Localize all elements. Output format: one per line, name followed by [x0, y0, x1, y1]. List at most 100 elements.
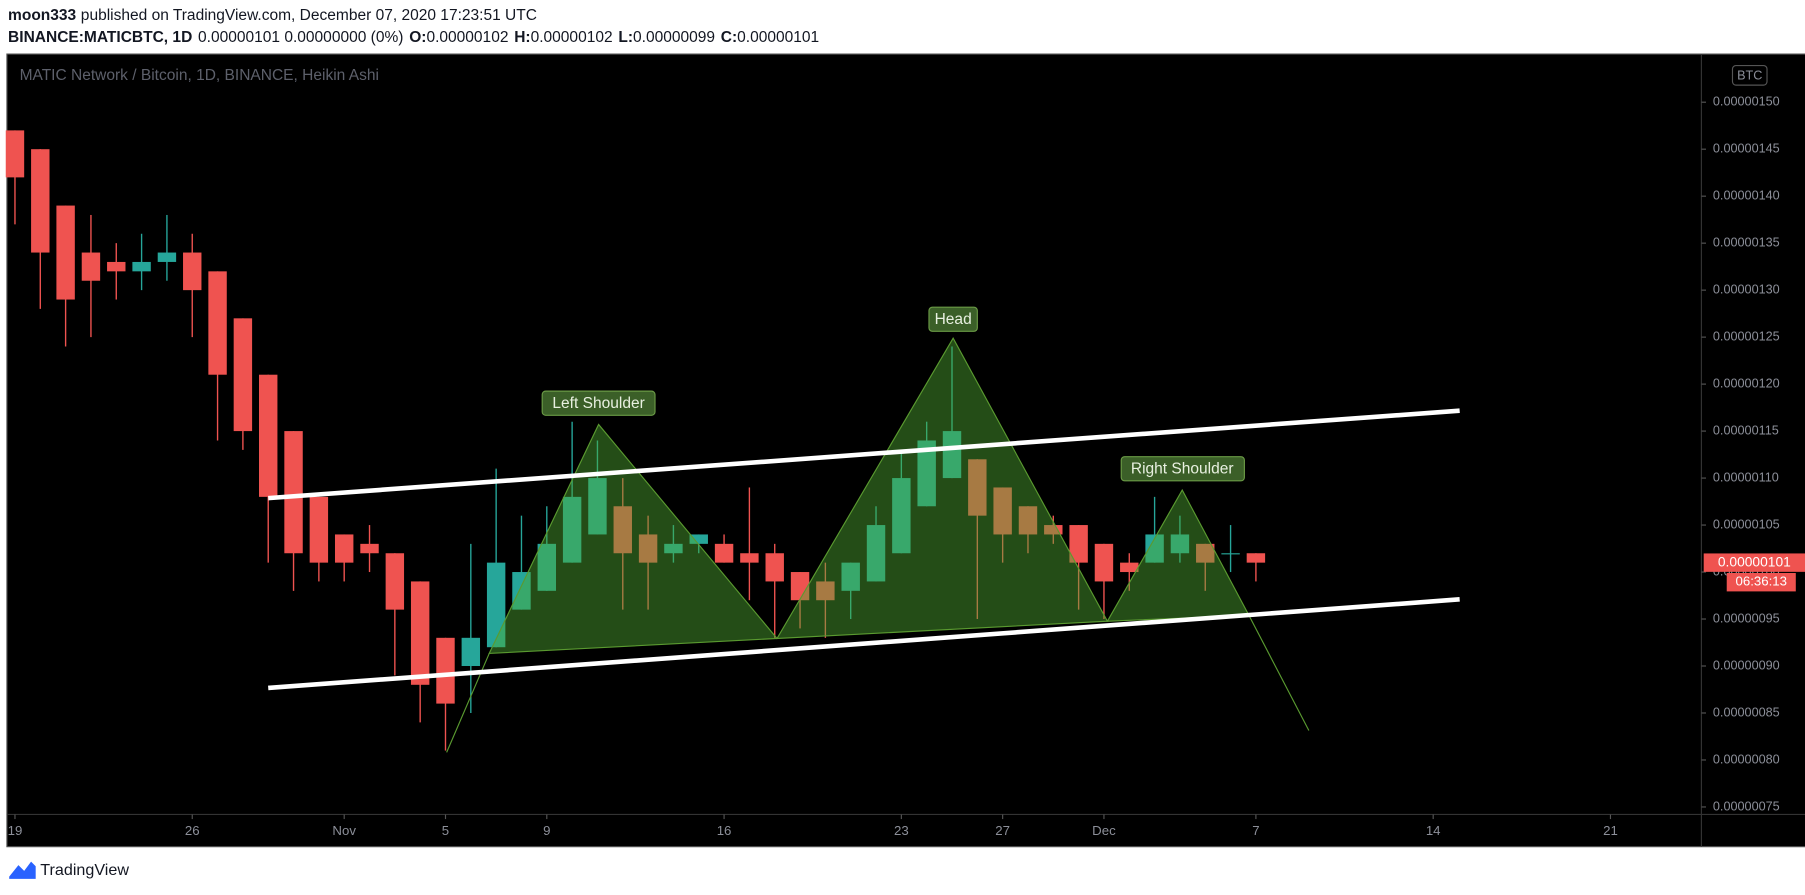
y-tick-label: 0.00000110	[1713, 470, 1779, 484]
candle-body	[157, 252, 177, 262]
x-tick-label: 23	[894, 823, 909, 838]
annotation: Left Shoulder	[552, 395, 644, 412]
published: published on TradingView.com, December 0…	[81, 7, 537, 24]
candle-body	[638, 534, 658, 563]
candle-body	[866, 525, 886, 582]
ohlc-key: H:	[514, 29, 530, 46]
candle-body	[132, 261, 151, 272]
candle-body	[5, 130, 25, 178]
y-tick-label: 0.00000125	[1713, 329, 1780, 343]
candle-body	[588, 478, 607, 535]
candle-body	[334, 534, 354, 563]
candle-body	[689, 534, 708, 544]
x-tick-label: 14	[1426, 823, 1441, 838]
candle-body	[486, 562, 506, 648]
candle-body	[841, 562, 860, 591]
candle-body	[284, 431, 303, 554]
pattern-line	[1248, 615, 1310, 731]
x-tick-label: Nov	[332, 823, 356, 838]
y-tick-label: 0.00000120	[1713, 376, 1780, 390]
candle-body	[1069, 525, 1088, 563]
candle-body	[309, 496, 329, 563]
y-tick-label: 0.00000140	[1713, 189, 1780, 203]
y-tick-label: 0.00000105	[1713, 517, 1780, 531]
x-tick-label: Dec	[1092, 823, 1116, 838]
symbol-line: BINANCE:MATICBTC, 1D 0.00000101 0.0000000…	[8, 29, 819, 46]
left-shoulder-area	[488, 423, 779, 655]
x-tick-label: 9	[543, 823, 550, 838]
candle-body	[56, 205, 75, 300]
candle-body	[410, 581, 430, 685]
candle-body	[436, 637, 455, 704]
candles	[5, 130, 1266, 751]
ohlc-value: 0.00000102	[531, 29, 613, 46]
y-tick-label: 0.00000095	[1713, 611, 1780, 625]
candle-body	[714, 543, 734, 563]
y-tick-label: 0.00000115	[1713, 423, 1779, 437]
candle-body	[790, 572, 810, 601]
x-tick-label: 19	[8, 823, 23, 838]
y-tick-label: 0.00000085	[1713, 705, 1780, 719]
lower-trend-line	[268, 597, 1460, 691]
candle-body	[1094, 543, 1114, 582]
publish-line: moon333 published on TradingView.com, Dec…	[8, 7, 537, 24]
candle-body	[1221, 553, 1240, 555]
y-tick-label: 0.00000090	[1713, 658, 1780, 672]
candle-body	[993, 487, 1012, 535]
annotation-box	[541, 390, 656, 416]
ohlc-key: L:	[618, 29, 633, 46]
candle-body	[81, 252, 101, 281]
candle-body	[1044, 525, 1063, 535]
logo: TradingView	[9, 861, 129, 879]
annotation: Head	[935, 311, 972, 328]
logo-icon	[9, 861, 36, 879]
currency-box	[1731, 64, 1768, 86]
candle-body	[1196, 543, 1215, 563]
x-tick-label: 16	[717, 823, 732, 838]
y-tick-label: 0.00000075	[1713, 799, 1780, 813]
x-tick-label: 5	[442, 823, 449, 838]
ohlc-value: 0.00000102	[426, 29, 508, 46]
annotation: Right Shoulder	[1131, 460, 1234, 477]
candle-body	[562, 496, 582, 563]
candle-body	[385, 553, 405, 610]
head-and-shoulders	[446, 337, 1310, 753]
candle-body	[892, 478, 911, 554]
candle-body	[107, 261, 126, 272]
candle-body	[537, 543, 557, 591]
candle-body	[512, 572, 531, 610]
y-tick-label: 0.00000150	[1713, 95, 1780, 109]
x-tick-label: 26	[185, 823, 200, 838]
ohlc-key: O:	[409, 29, 426, 46]
chart-legend: MATIC Network / Bitcoin, 1D, BINANCE, He…	[20, 67, 379, 84]
author: moon333	[8, 7, 77, 24]
head-area	[775, 337, 1109, 640]
candle-body	[664, 543, 683, 554]
countdown: 06:36:13	[1736, 574, 1787, 589]
y-tick-label: 0.00000080	[1713, 752, 1780, 766]
candle-body	[1018, 506, 1038, 535]
ohlc-key: C:	[721, 29, 737, 46]
annotation-box	[1120, 456, 1245, 482]
candle-body	[31, 149, 50, 253]
symbol: BINANCE:MATICBTC, 1D	[8, 29, 192, 46]
x-tick-label: 21	[1603, 823, 1618, 838]
y-tick-label: 0.00000130	[1713, 282, 1780, 296]
candle-body	[183, 252, 202, 291]
candle-body	[360, 543, 379, 554]
x-tick-label: 27	[995, 823, 1010, 838]
candle-body	[613, 506, 632, 554]
candle-body	[917, 440, 936, 507]
candle-body	[1246, 553, 1266, 563]
currency: BTC	[1737, 68, 1762, 82]
x-tick-label: 7	[1252, 823, 1259, 838]
price-tag-label: 0.00000101	[1718, 554, 1791, 569]
ohlc-value: 0.00000099	[633, 29, 715, 46]
ohlc-value: 0.00000101	[737, 29, 819, 46]
upper-trend-line	[268, 408, 1460, 501]
candle-body	[968, 459, 987, 516]
candle-body	[1120, 562, 1139, 573]
candle-body	[1145, 534, 1164, 563]
brand: TradingView	[40, 861, 129, 879]
